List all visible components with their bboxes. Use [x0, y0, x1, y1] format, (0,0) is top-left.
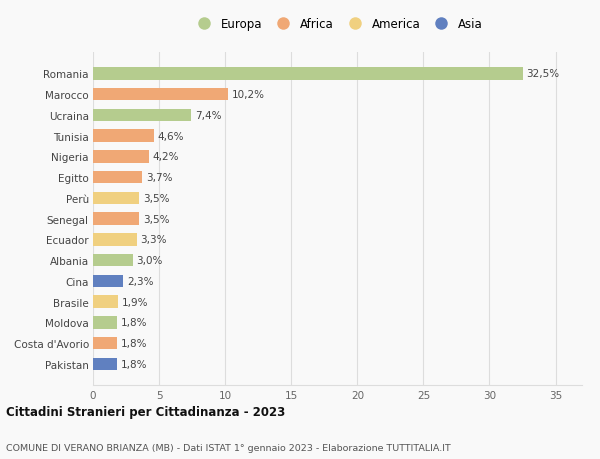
Bar	[93, 172, 142, 184]
Bar	[93, 130, 154, 142]
Text: 3,7%: 3,7%	[146, 173, 172, 183]
Bar	[93, 317, 117, 329]
Text: 7,4%: 7,4%	[195, 111, 221, 121]
Legend: Europa, Africa, America, Asia: Europa, Africa, America, Asia	[190, 16, 485, 33]
Text: 1,8%: 1,8%	[121, 359, 147, 369]
Text: 1,9%: 1,9%	[122, 297, 149, 307]
Text: 32,5%: 32,5%	[526, 69, 560, 79]
Text: 3,3%: 3,3%	[140, 235, 167, 245]
Text: 10,2%: 10,2%	[232, 90, 265, 100]
Bar	[93, 213, 139, 225]
Bar	[93, 234, 137, 246]
Bar	[93, 337, 117, 350]
Bar	[93, 109, 191, 122]
Bar	[93, 254, 133, 267]
Bar	[93, 358, 117, 370]
Text: 3,5%: 3,5%	[143, 214, 170, 224]
Text: 1,8%: 1,8%	[121, 318, 147, 328]
Text: 1,8%: 1,8%	[121, 338, 147, 348]
Bar	[93, 296, 118, 308]
Text: 3,0%: 3,0%	[137, 256, 163, 266]
Bar	[93, 89, 228, 101]
Text: 3,5%: 3,5%	[143, 193, 170, 203]
Bar	[93, 68, 523, 80]
Text: COMUNE DI VERANO BRIANZA (MB) - Dati ISTAT 1° gennaio 2023 - Elaborazione TUTTIT: COMUNE DI VERANO BRIANZA (MB) - Dati IST…	[6, 443, 451, 452]
Bar	[93, 151, 149, 163]
Bar	[93, 192, 139, 205]
Text: Cittadini Stranieri per Cittadinanza - 2023: Cittadini Stranieri per Cittadinanza - 2…	[6, 405, 285, 419]
Bar	[93, 275, 124, 287]
Text: 4,2%: 4,2%	[152, 152, 179, 162]
Text: 2,3%: 2,3%	[127, 276, 154, 286]
Text: 4,6%: 4,6%	[158, 131, 184, 141]
